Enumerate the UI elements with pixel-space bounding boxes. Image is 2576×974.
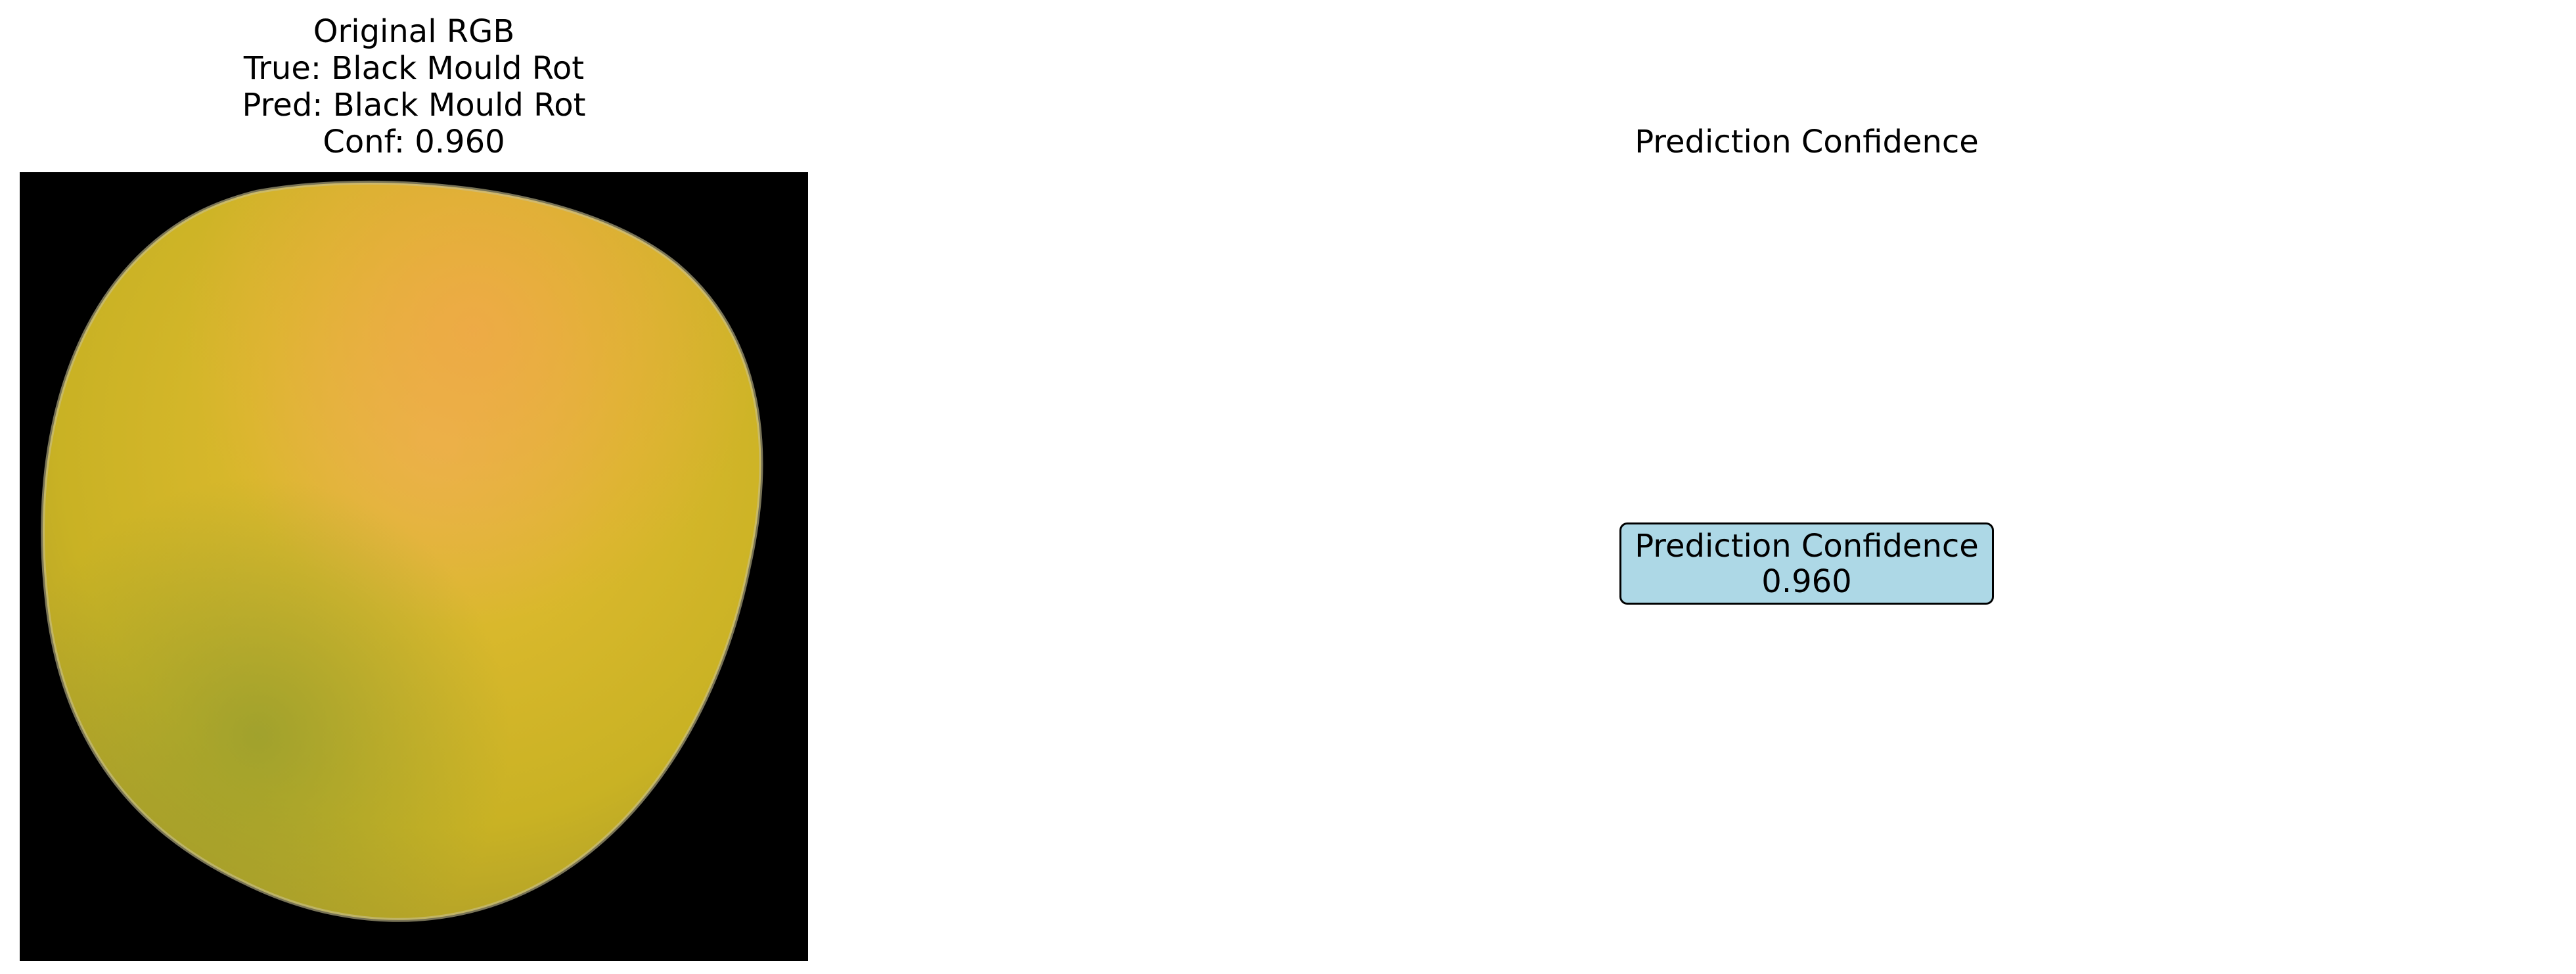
confidence-box: Prediction Confidence 0.960	[1619, 522, 1994, 605]
title-confidence: Conf: 0.960	[323, 124, 505, 160]
original-rgb-title: Original RGB True: Black Mould Rot Pred:…	[20, 13, 808, 160]
title-true-label: True: Black Mould Rot	[243, 50, 585, 87]
prediction-confidence-title: Prediction Confidence	[1635, 124, 1979, 160]
mango-image	[20, 172, 808, 961]
confidence-box-label: Prediction Confidence	[1635, 528, 1979, 565]
confidence-box-value: 0.960	[1761, 563, 1852, 600]
title-pred-label: Pred: Black Mould Rot	[242, 87, 586, 124]
mango-illustration	[20, 172, 808, 961]
title-original-rgb: Original RGB	[313, 13, 515, 50]
